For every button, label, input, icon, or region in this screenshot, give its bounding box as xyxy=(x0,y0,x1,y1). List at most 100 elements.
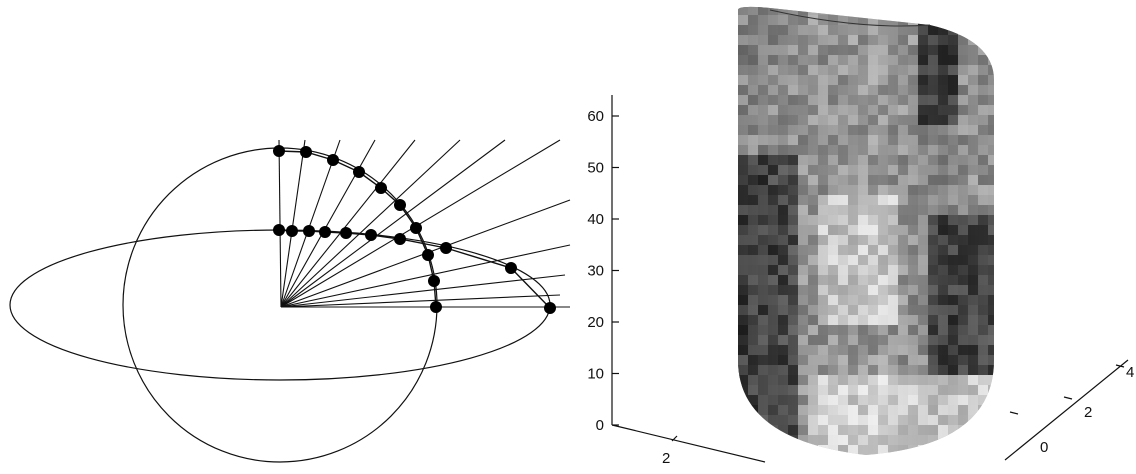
surface-tile xyxy=(948,195,958,205)
surface-tile xyxy=(818,365,828,375)
surface-tile xyxy=(918,415,928,425)
surface-tile xyxy=(868,425,878,435)
surface-tile xyxy=(768,325,778,335)
sample-dot-12 xyxy=(303,225,315,237)
surface-tile xyxy=(868,205,878,215)
surface-tile xyxy=(738,275,748,285)
surface-tile xyxy=(918,105,928,115)
surface-tile xyxy=(918,275,928,285)
surface-tile xyxy=(838,235,848,245)
surface-tile xyxy=(938,145,948,155)
surface-tile xyxy=(768,225,778,235)
surface-tile xyxy=(818,345,828,355)
surface-tile xyxy=(848,135,858,145)
surface-tile xyxy=(918,255,928,265)
surface-tile xyxy=(748,105,758,115)
surface-tile xyxy=(828,165,838,175)
surface-tile xyxy=(948,365,958,375)
surface-tile xyxy=(818,325,828,335)
surface-tile xyxy=(918,245,928,255)
surface-tile xyxy=(788,405,798,415)
surface-tile xyxy=(968,175,978,185)
surface-tile xyxy=(768,285,778,295)
surface-tile xyxy=(788,6,798,15)
surface-tile xyxy=(928,225,938,235)
surface-tile xyxy=(918,95,928,105)
surface-tile xyxy=(838,285,848,295)
surface-tile xyxy=(918,315,928,325)
surface-tile xyxy=(778,375,788,385)
surface-tile xyxy=(768,85,778,95)
surface-tile xyxy=(758,435,768,445)
surface-tile xyxy=(908,245,918,255)
surface-tile xyxy=(898,85,908,95)
surface-tile xyxy=(878,335,888,345)
surface-tile xyxy=(758,205,768,215)
surface-tile xyxy=(748,55,758,65)
surface-tile xyxy=(868,45,878,55)
z-tick-label-50: 50 xyxy=(587,160,604,177)
surface-tile xyxy=(948,35,958,45)
surface-tile xyxy=(968,375,978,385)
surface-tile xyxy=(768,385,778,395)
surface-tile xyxy=(848,25,858,35)
surface-tile xyxy=(978,105,988,115)
surface-tile xyxy=(988,15,994,25)
surface-tile xyxy=(838,145,848,155)
surface-tile xyxy=(788,375,798,385)
surface-tile xyxy=(828,105,838,115)
surface-tile xyxy=(988,425,994,435)
surface-tile xyxy=(748,215,758,225)
surface-tile xyxy=(898,435,908,445)
surface-tile xyxy=(928,315,938,325)
surface-tile xyxy=(798,335,808,345)
surface-tile xyxy=(928,45,938,55)
surface-tile xyxy=(758,75,768,85)
y-tick-mark-0 xyxy=(1009,411,1019,415)
surface-tile xyxy=(978,35,988,45)
surface-tile xyxy=(948,355,958,365)
surface-tile xyxy=(928,105,938,115)
surface-tile xyxy=(748,395,758,405)
surface-tile xyxy=(828,255,838,265)
surface-tile xyxy=(888,175,898,185)
surface-tile xyxy=(858,275,868,285)
surface-tile xyxy=(958,325,968,335)
surface-tile xyxy=(878,145,888,155)
surface-tile xyxy=(848,15,858,25)
surface-tile xyxy=(938,305,948,315)
surface-tile xyxy=(848,65,858,75)
surface-tile xyxy=(768,295,778,305)
surface-tile xyxy=(988,325,994,335)
surface-tile xyxy=(968,425,978,435)
surface-tile xyxy=(748,85,758,95)
surface-tile xyxy=(808,6,818,15)
surface-tile xyxy=(938,355,948,365)
surface-tile xyxy=(828,65,838,75)
surface-tile xyxy=(898,345,908,355)
surface-tile xyxy=(918,145,928,155)
surface-tile xyxy=(848,125,858,135)
surface-tile xyxy=(858,65,868,75)
surface-tile xyxy=(908,125,918,135)
surface-tile xyxy=(798,285,808,295)
surface-tile xyxy=(778,55,788,65)
surface-tile xyxy=(808,315,818,325)
surface-tile xyxy=(888,395,898,405)
surface-tile xyxy=(948,275,958,285)
sample-dot-0 xyxy=(273,145,285,157)
surface-tile xyxy=(858,195,868,205)
surface-tile xyxy=(808,365,818,375)
surface-tile xyxy=(798,45,808,55)
surface-tile xyxy=(988,405,994,415)
surface-tile xyxy=(808,175,818,185)
surface-tile xyxy=(768,355,778,365)
surface-tile xyxy=(738,6,748,15)
surface-tile xyxy=(808,425,818,435)
surface-tile xyxy=(948,135,958,145)
surface-tile xyxy=(908,145,918,155)
surface-tile xyxy=(748,405,758,415)
surface-tile xyxy=(948,245,958,255)
surface-tile xyxy=(758,135,768,145)
surface-tile xyxy=(748,195,758,205)
